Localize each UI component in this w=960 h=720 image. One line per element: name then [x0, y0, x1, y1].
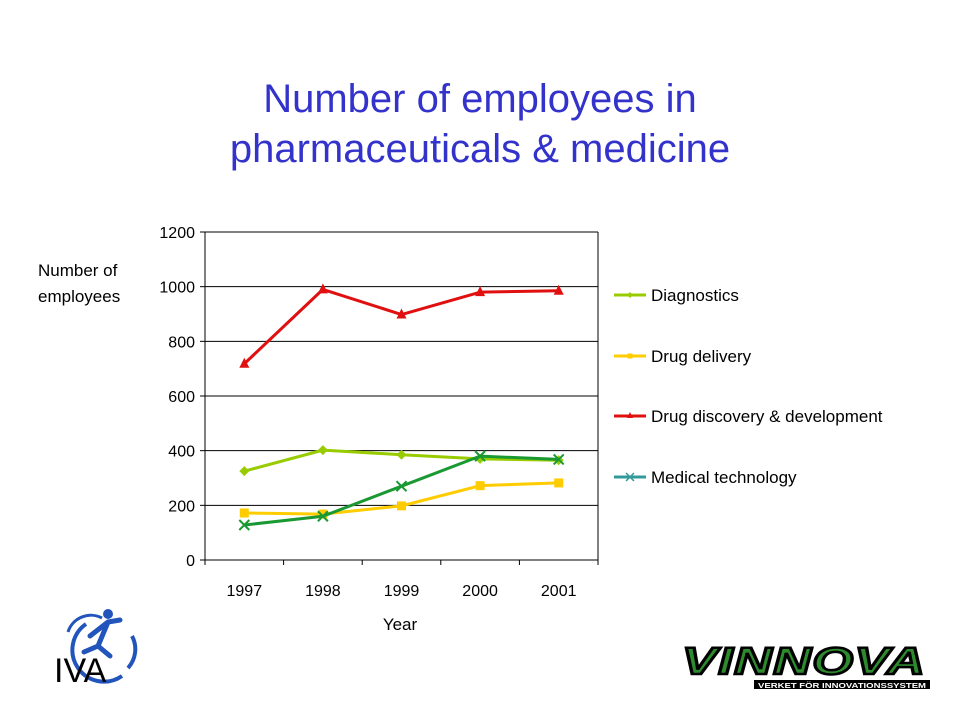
legend-item: Medical technology — [614, 468, 797, 487]
data-point-marker — [625, 472, 635, 482]
y-tick-label: 1200 — [159, 225, 195, 242]
x-tick-label: 1998 — [305, 583, 341, 600]
data-point-marker — [627, 353, 633, 359]
svg-text:IVA: IVA — [54, 652, 107, 686]
series-lines — [238, 283, 565, 531]
data-point-marker — [553, 284, 564, 295]
legend: Diagnostics Drug delivery Drug discovery &… — [614, 286, 883, 487]
y-axis-label: Number of employees — [38, 258, 120, 310]
y-tick-label: 600 — [168, 389, 195, 406]
data-point-marker — [627, 412, 633, 418]
iva-logo: IVA — [54, 609, 138, 686]
x-tick-label: 2001 — [541, 583, 577, 600]
y-tick-labels: 0 200 400 600 800 1000 1200 — [159, 225, 205, 570]
data-point-marker — [396, 449, 407, 460]
data-point-marker — [238, 519, 251, 531]
y-tick-label: 0 — [186, 553, 195, 570]
vinnova-logo: VINNOVA VERKET FÖR INNOVATIONSSYSTEM — [681, 640, 930, 690]
x-tick-label: 1997 — [227, 583, 263, 600]
series-drug-discovery-development — [239, 283, 564, 368]
data-point-marker — [552, 453, 565, 466]
data-point-marker — [627, 292, 633, 298]
title-line-1: Number of employees in — [263, 77, 697, 121]
gridlines — [205, 231, 598, 506]
y-tick-label: 400 — [168, 444, 195, 461]
series-medical-technology — [238, 450, 565, 531]
x-tick-label: 1999 — [384, 583, 420, 600]
data-point-marker — [474, 450, 486, 462]
data-point-marker — [396, 308, 407, 319]
x-tick-labels: 1997 1998 1999 2000 2001 — [204, 560, 599, 600]
legend-label: Diagnostics — [651, 286, 739, 305]
data-point-marker — [239, 466, 250, 477]
series-line — [243, 287, 559, 365]
data-point-marker — [239, 357, 250, 368]
y-tick-label: 1000 — [159, 280, 195, 297]
series-diagnostics — [239, 445, 564, 477]
data-point-marker — [554, 478, 564, 488]
data-point-marker — [317, 445, 328, 456]
legend-label: Medical technology — [651, 468, 797, 487]
y-tick-label: 200 — [168, 498, 195, 515]
data-point-marker — [318, 509, 328, 519]
y-axis-label-line-1: Number of — [38, 261, 118, 280]
legend-item: Diagnostics — [614, 286, 739, 305]
data-point-marker — [317, 283, 328, 294]
y-axis-label-line-2: employees — [38, 287, 121, 306]
data-point-marker — [239, 508, 249, 518]
x-axis-label: Year — [383, 615, 418, 634]
series-drug-delivery — [239, 478, 564, 519]
chart-title: Number of employees in pharmaceuticals &… — [0, 74, 960, 174]
y-tick-label: 800 — [168, 334, 195, 351]
data-point-marker — [317, 510, 329, 522]
data-point-marker — [475, 481, 485, 491]
x-tick-label: 2000 — [462, 583, 498, 600]
legend-item: Drug discovery & development — [614, 407, 883, 426]
data-point-marker — [397, 501, 406, 511]
legend-label: Drug discovery & development — [651, 407, 883, 426]
title-line-2: pharmaceuticals & medicine — [229, 127, 731, 171]
legend-label: Drug delivery — [651, 347, 752, 366]
legend-item: Drug delivery — [614, 347, 752, 366]
data-point-marker — [475, 286, 486, 297]
data-point-marker — [395, 480, 408, 492]
svg-text:VINNOVA: VINNOVA — [682, 641, 926, 683]
svg-text:VERKET FÖR INNOVATIONSSYSTEM: VERKET FÖR INNOVATIONSSYSTEM — [758, 681, 926, 690]
